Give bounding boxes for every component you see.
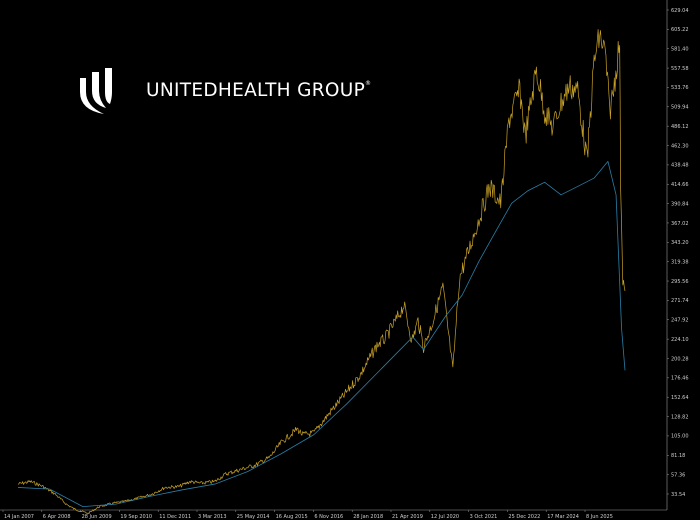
logo-registered-mark: ® — [365, 79, 372, 87]
x-tick-label: 25 May 2014 — [237, 514, 270, 520]
x-tick-label: 28 Jun 2009 — [82, 514, 112, 520]
y-tick-label: 581.40 — [671, 47, 689, 53]
x-tick-label: 6 Apr 2008 — [43, 514, 71, 520]
y-tick-label: 152.64 — [671, 395, 689, 401]
y-tick-label: 462.30 — [671, 143, 689, 149]
y-tick-label: 390.84 — [671, 201, 689, 207]
x-tick-label: 8 Jun 2025 — [586, 514, 613, 520]
x-tick-label: 21 Apr 2019 — [392, 514, 423, 520]
x-tick-label: 6 Nov 2016 — [314, 514, 343, 520]
y-tick-label: 247.92 — [671, 318, 689, 324]
x-tick-label: 11 Dec 2011 — [159, 514, 191, 520]
y-tick-label: 200.28 — [671, 356, 689, 362]
x-tick-label: 16 Aug 2015 — [276, 514, 308, 520]
y-tick-label: 128.82 — [671, 414, 689, 420]
y-axis-ticks: 629.04 605.22 581.40 557.58 533.76 509.94 486.… — [667, 8, 689, 498]
y-tick-label: 224.10 — [671, 337, 689, 343]
y-tick-label: 557.58 — [671, 66, 689, 72]
y-tick-label: 176.46 — [671, 376, 689, 382]
y-tick-label: 367.02 — [671, 221, 689, 227]
x-tick-label: 3 Mar 2013 — [198, 514, 227, 520]
x-tick-label: 3 Oct 2021 — [470, 514, 498, 520]
x-tick-label: 28 Jan 2018 — [353, 514, 383, 520]
y-tick-label: 605.22 — [671, 27, 689, 33]
x-tick-label: 14 Jan 2007 — [4, 514, 34, 520]
y-tick-label: 509.94 — [671, 105, 689, 111]
y-tick-label: 295.56 — [671, 279, 689, 285]
y-tick-label: 105.00 — [671, 434, 689, 440]
y-tick-label: 486.12 — [671, 124, 689, 130]
u-logo-icon — [80, 68, 112, 114]
y-tick-label: 414.66 — [671, 182, 689, 188]
x-tick-label: 19 Sep 2010 — [120, 514, 152, 520]
logo-wordmark: UNITEDHEALTH GROUP® — [146, 80, 371, 101]
x-tick-label: 25 Dec 2022 — [508, 514, 540, 520]
y-tick-label: 319.38 — [671, 259, 689, 265]
y-tick-label: 438.48 — [671, 163, 689, 169]
logo-name: UNITEDHEALTH GROUP — [146, 79, 366, 101]
y-tick-label: 343.20 — [671, 240, 689, 246]
x-tick-label: 12 Jul 2020 — [431, 514, 459, 520]
y-tick-label: 33.54 — [671, 492, 685, 498]
y-tick-label: 57.36 — [671, 472, 685, 478]
average-series-line — [17, 160, 626, 508]
company-logo: UNITEDHEALTH GROUP® — [76, 64, 371, 116]
y-tick-label: 271.74 — [671, 298, 689, 304]
x-axis-ticks: 14 Jan 2007 6 Apr 2008 28 Jun 2009 19 Sep 2… — [2, 510, 613, 520]
y-tick-label: 81.18 — [671, 453, 685, 459]
y-tick-label: 533.76 — [671, 85, 689, 91]
series-layer — [17, 29, 626, 515]
price-series-line — [17, 29, 626, 515]
y-tick-label: 629.04 — [671, 8, 689, 14]
x-tick-label: 17 Mar 2024 — [547, 514, 579, 520]
